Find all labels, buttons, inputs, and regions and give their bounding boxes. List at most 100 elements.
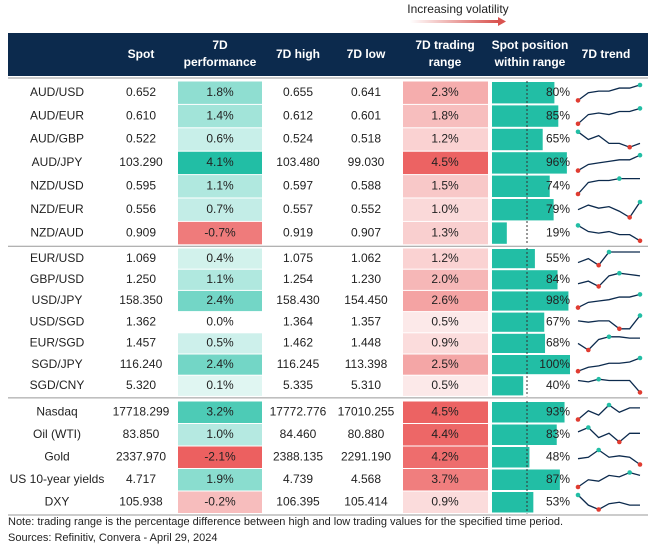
high: 1.462	[283, 336, 313, 350]
range-cell	[403, 269, 488, 290]
position: 96%	[546, 155, 570, 169]
range-cell	[403, 128, 488, 151]
volatility-arrow	[410, 20, 498, 23]
trend-min	[627, 144, 632, 150]
trend-min	[627, 215, 632, 220]
perf-cell	[178, 248, 262, 269]
trend-min	[575, 368, 581, 374]
range: 0.9%	[431, 494, 459, 508]
low: 80.880	[348, 427, 385, 441]
position: 67%	[546, 314, 570, 328]
arrow-head	[498, 17, 506, 26]
position-bar	[492, 152, 567, 174]
perf-cell	[178, 375, 262, 396]
low: 1.357	[351, 314, 381, 328]
trend-max	[637, 199, 643, 205]
position: 48%	[546, 449, 570, 463]
spot: 1.362	[126, 314, 156, 328]
perf-cell	[178, 128, 262, 151]
low: 0.552	[351, 202, 381, 216]
high: 158.430	[276, 293, 320, 307]
trend-max	[637, 106, 643, 111]
high: 106.395	[276, 494, 320, 508]
column-header: 7D	[212, 38, 228, 52]
row-name: EUR/USD	[30, 251, 84, 265]
range-cell	[403, 333, 488, 354]
low: 0.518	[351, 132, 381, 146]
perf-cell	[178, 469, 262, 491]
low: 5.310	[351, 378, 381, 392]
position: 100%	[539, 357, 570, 371]
low: 17010.255	[338, 404, 395, 418]
range: 3.7%	[431, 472, 459, 486]
trend-line	[577, 378, 641, 393]
range-cell	[403, 354, 488, 375]
perf: 1.1%	[206, 272, 234, 286]
spot: 0.909	[126, 225, 156, 239]
spot: 17718.299	[113, 404, 170, 418]
perf-cell	[178, 175, 262, 198]
high: 0.612	[283, 108, 313, 122]
position-bar	[492, 270, 558, 290]
trend-min	[575, 191, 581, 197]
perf: 3.2%	[206, 404, 234, 418]
position: 79%	[546, 202, 570, 216]
row-name: US 10-year yields	[10, 472, 105, 486]
trend-min	[596, 262, 601, 268]
position: 19%	[546, 225, 570, 239]
trend-line	[577, 84, 641, 101]
range: 2.0%	[431, 272, 459, 286]
trend-line	[577, 177, 640, 195]
low: 1.448	[351, 336, 381, 350]
high: 2388.135	[273, 449, 323, 463]
trend-min	[575, 168, 581, 173]
position-bar	[492, 128, 543, 151]
position-bar	[492, 447, 530, 468]
trend-line	[577, 154, 641, 172]
range: 0.5%	[431, 314, 459, 328]
trend-max	[637, 82, 643, 88]
range-cell	[403, 221, 488, 245]
perf-cell	[178, 151, 262, 175]
range: 1.0%	[431, 202, 459, 216]
row-name: NZD/EUR	[30, 202, 84, 216]
range-cell	[403, 175, 488, 198]
high: 0.524	[283, 132, 313, 146]
position-bar	[492, 312, 545, 332]
position-bar	[492, 175, 550, 197]
high: 0.557	[283, 202, 313, 216]
range: 0.5%	[431, 378, 459, 392]
perf-cell	[178, 491, 262, 513]
low: 105.414	[344, 494, 388, 508]
column-header: Spot	[128, 47, 155, 61]
perf: 2.4%	[206, 357, 234, 371]
trend-line	[577, 131, 641, 148]
low: 113.398	[345, 357, 388, 371]
spot: 103.290	[119, 155, 163, 169]
position: 74%	[546, 178, 570, 192]
spot: 0.556	[126, 202, 156, 216]
low: 0.588	[351, 178, 381, 192]
column-header: 7D trading	[415, 38, 474, 52]
low: 154.450	[344, 293, 388, 307]
position-bar	[492, 105, 559, 127]
range-cell	[403, 312, 488, 333]
trend-max	[606, 402, 612, 408]
trend-min	[575, 417, 581, 422]
trend-line	[577, 224, 641, 242]
trend-line	[577, 494, 640, 511]
trend-min	[586, 347, 591, 353]
perf: 1.4%	[206, 108, 234, 122]
spot: 105.938	[119, 494, 163, 508]
column-header: within range	[494, 55, 566, 69]
range-cell	[403, 198, 488, 221]
column-header: Spot position	[492, 38, 569, 52]
perf: 0.1%	[206, 378, 234, 392]
row-name: NZD/AUD	[30, 225, 84, 239]
perf: 1.8%	[206, 85, 234, 99]
perf-cell	[178, 424, 262, 446]
high: 1.254	[283, 272, 313, 286]
row-name: AUD/EUR	[30, 108, 84, 122]
range-cell	[403, 81, 488, 104]
